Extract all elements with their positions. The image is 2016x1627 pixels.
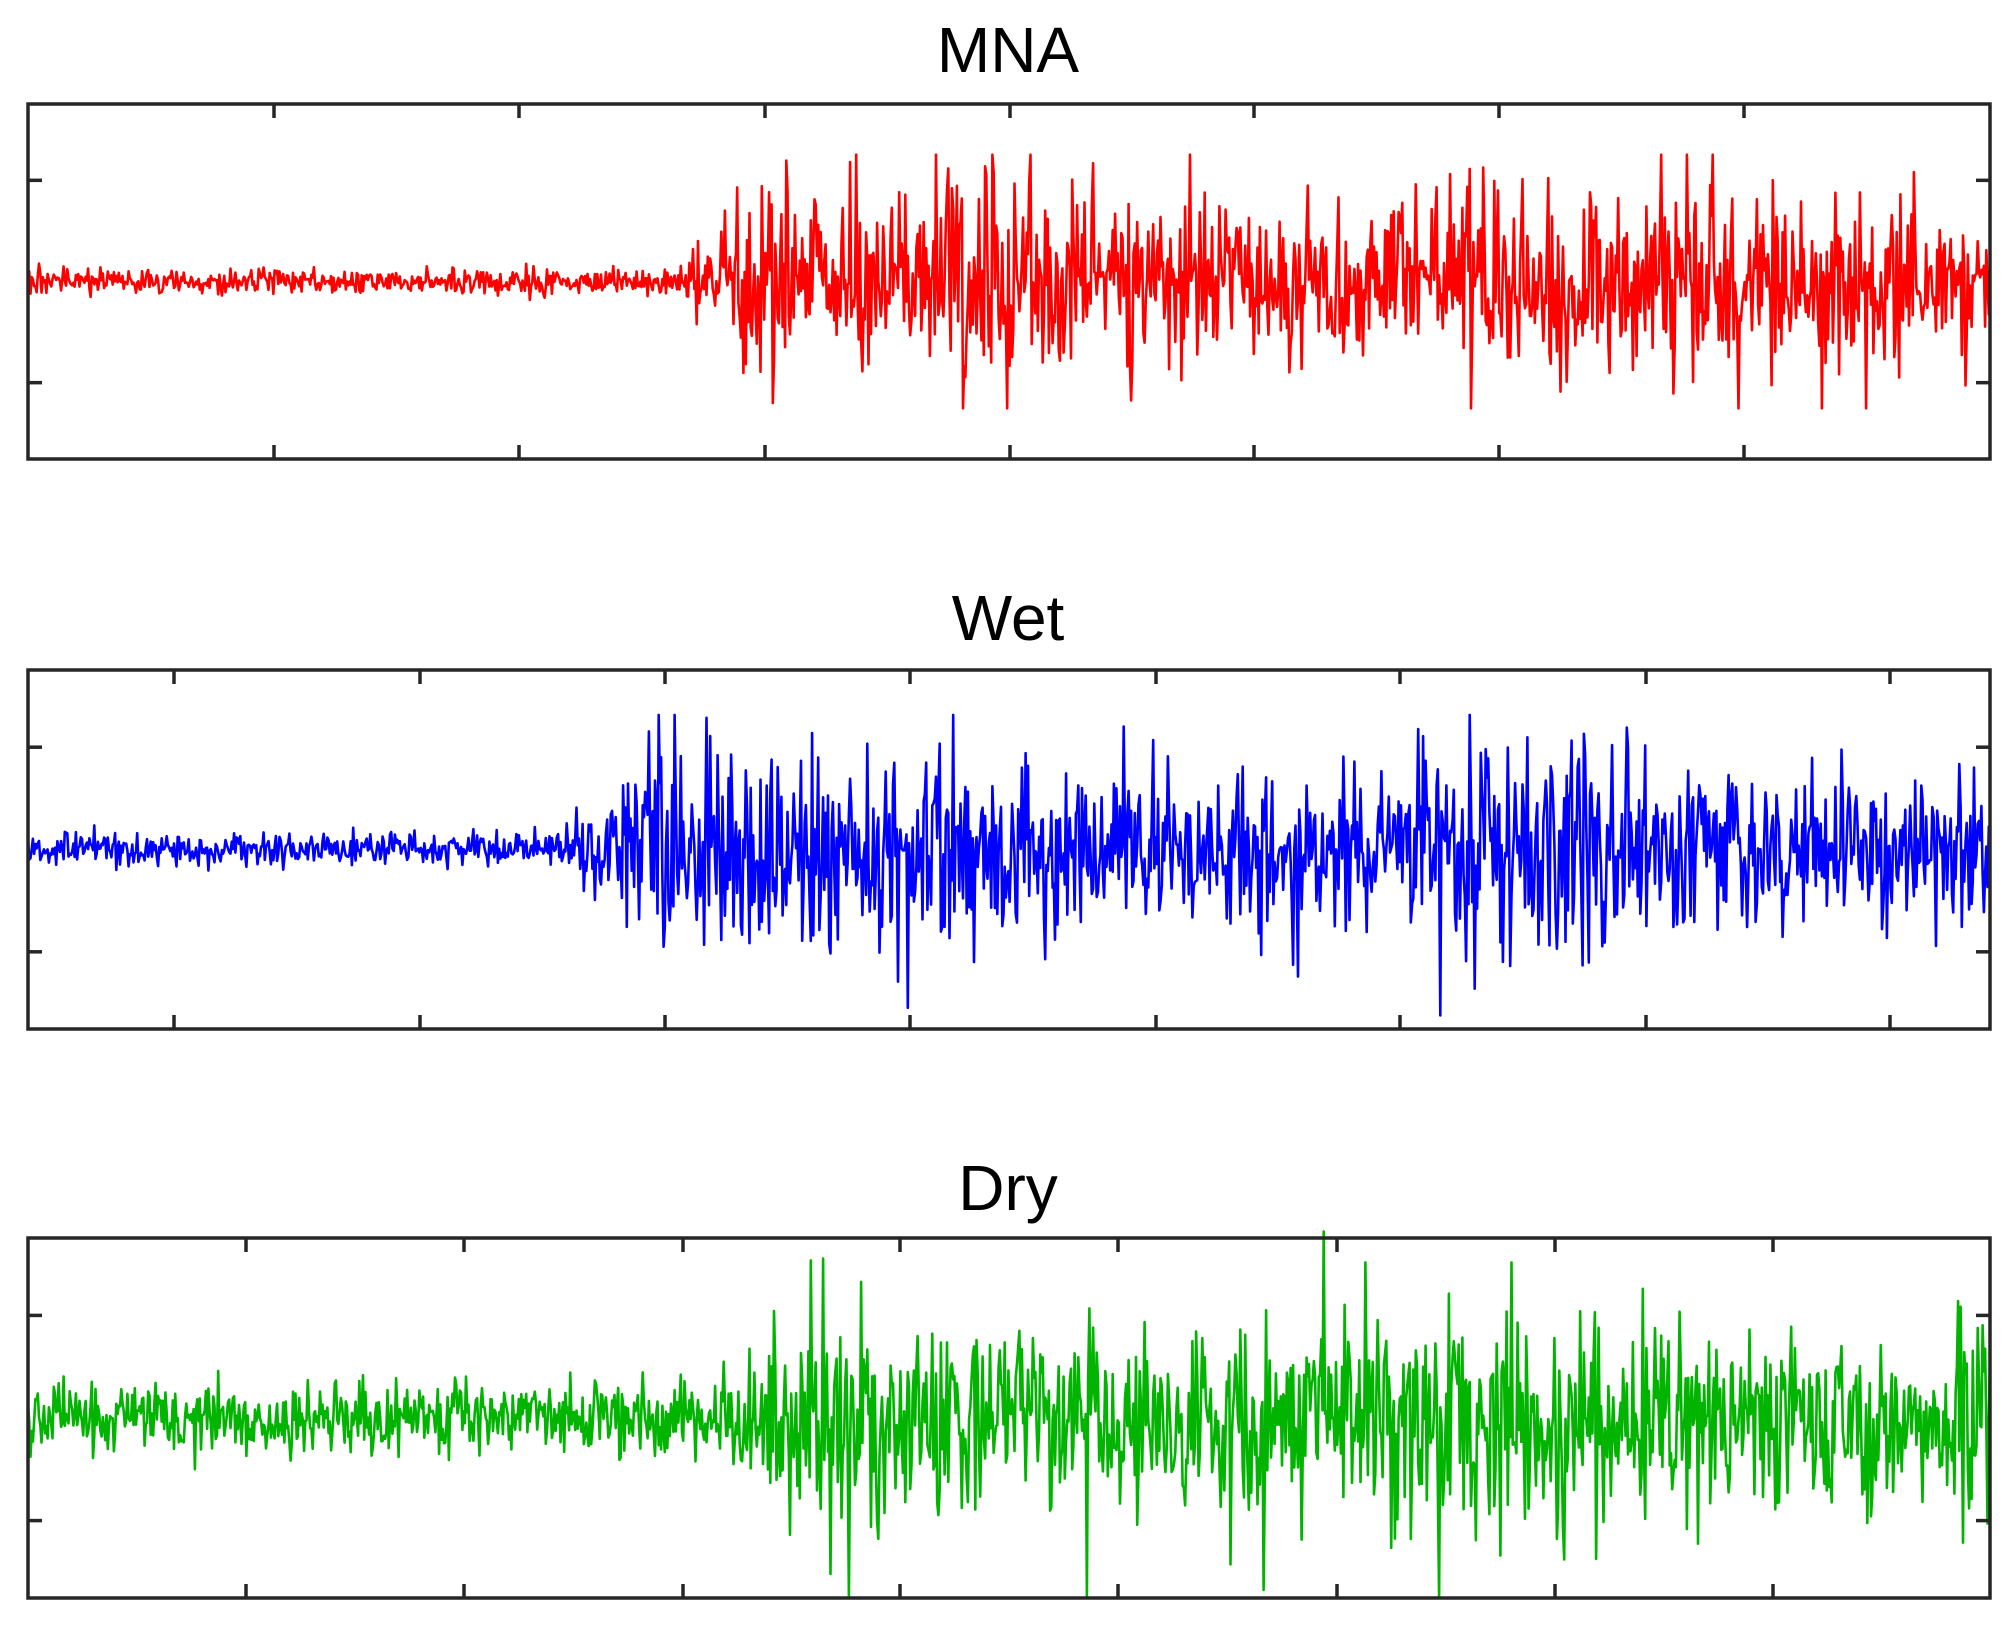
axes-frame-mna [26,102,1992,461]
subplot-title-dry: Dry [958,1152,1058,1224]
subplot-mna: MNA [26,14,1992,461]
series-line-mna [27,153,1991,410]
series-line-wet [26,713,1992,1017]
subplot-title-wet: Wet [952,582,1065,654]
subplot-wet: Wet [26,582,1992,1031]
axes-frame-wet [26,668,1992,1031]
subplot-dry: Dry [26,1152,1992,1600]
series-line-dry [26,1230,1992,1600]
axes-frame-dry [26,1236,1992,1600]
subplot-title-mna: MNA [937,14,1080,86]
